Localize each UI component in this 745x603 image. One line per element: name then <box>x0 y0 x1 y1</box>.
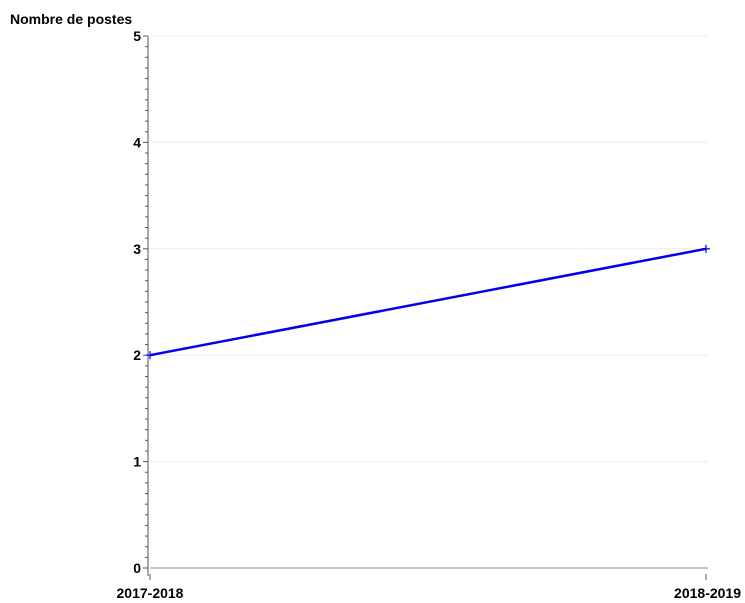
y-tick-label: 3 <box>133 241 141 257</box>
y-axis-title: Nombre de postes <box>10 11 132 27</box>
x-tick-label: 2018-2019 <box>674 585 741 601</box>
gridlines <box>150 35 708 569</box>
tick-labels: 0 1 2 3 4 5 2017-2018 2018-2019 <box>117 28 742 601</box>
y-tick-label: 0 <box>133 560 141 576</box>
y-tick-label: 4 <box>133 134 141 150</box>
data-point-marker <box>146 351 154 360</box>
y-tick-label: 5 <box>133 28 141 44</box>
y-tick-label: 1 <box>133 454 141 470</box>
axes <box>143 35 707 580</box>
y-tick-label: 2 <box>133 347 141 363</box>
series-layer <box>146 244 710 360</box>
data-point-marker <box>702 244 710 253</box>
x-tick-label: 2017-2018 <box>117 585 184 601</box>
series-line <box>149 247 707 357</box>
